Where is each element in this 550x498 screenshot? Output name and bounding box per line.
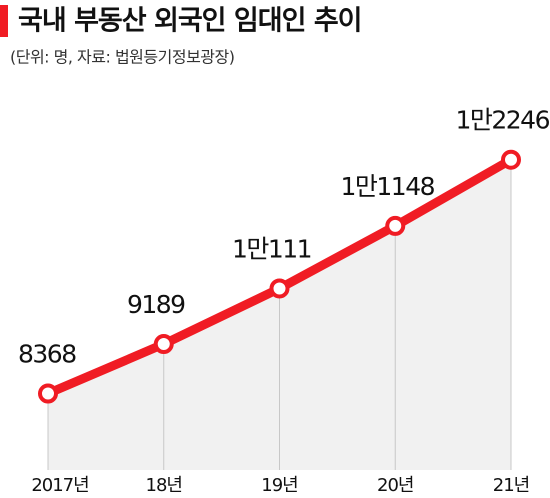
marker	[38, 383, 58, 404]
chart-subtitle: (단위: 명, 자료: 법원등기정보광장)	[10, 48, 234, 67]
title-accent	[0, 5, 8, 37]
value-label: 9189	[127, 290, 185, 319]
value-label: 1만111	[232, 234, 311, 263]
marker	[153, 334, 174, 355]
x-tick-label: 21년	[493, 475, 529, 496]
value-label: 1만1148	[340, 172, 434, 201]
value-label: 8368	[18, 340, 76, 369]
x-tick-label: 2017년	[31, 475, 88, 496]
value-label: 1만2246	[455, 106, 549, 135]
x-tick-label: 19년	[261, 475, 297, 496]
x-tick-label: 18년	[146, 475, 182, 496]
marker	[501, 149, 521, 170]
marker	[269, 278, 290, 299]
chart-title: 국내 부동산 외국인 임대인 추이	[18, 6, 362, 37]
marker	[385, 215, 406, 236]
x-tick-label: 20년	[377, 475, 413, 496]
plot: 8368 2017년 9189 18년 1만111 19년 1만1148 20년 1만2246 2…	[18, 106, 550, 496]
